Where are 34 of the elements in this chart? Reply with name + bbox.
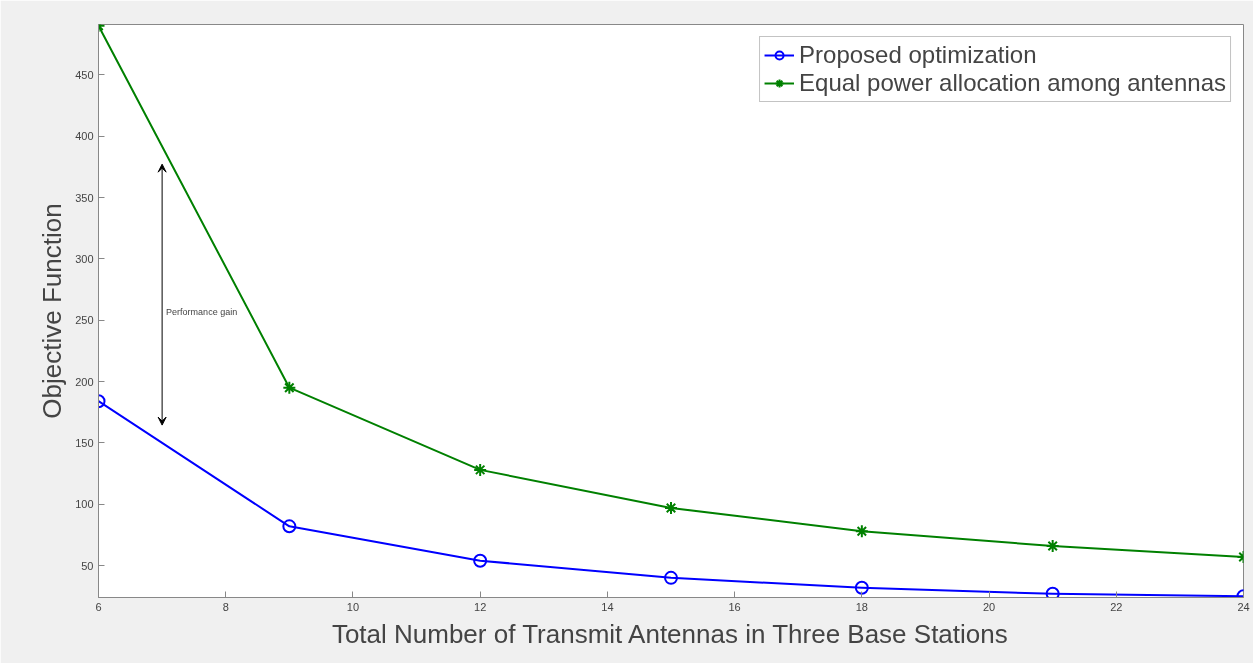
y-tick-label: 300 [75, 252, 94, 265]
x-tick-label: 6 [95, 600, 102, 613]
point [854, 524, 869, 539]
x-tick-label: 18 [855, 600, 868, 613]
x-tick-label: 24 [1237, 600, 1250, 613]
legend-label: Equal power allocation among antennas [799, 69, 1226, 97]
y-axis-title: Objective Function [37, 203, 68, 419]
x-tick-label: 16 [728, 600, 741, 613]
x-tick-label: 10 [346, 600, 360, 613]
point [282, 519, 297, 534]
point [664, 500, 678, 515]
x-tick-label: 20 [982, 600, 996, 613]
y-tick-label: 350 [75, 191, 94, 204]
point [473, 462, 488, 477]
y-tick-label: 150 [75, 436, 94, 449]
x-axis-title: Total Number of Transmit Antennas in Three Base Stations [331, 618, 1008, 649]
legend-label: Proposed optimization [799, 41, 1037, 69]
point [1045, 586, 1060, 598]
point [473, 553, 488, 568]
y-tick-label: 450 [75, 68, 94, 81]
y-tick-label: 400 [75, 130, 94, 143]
y-tick-label: 100 [75, 498, 94, 511]
x-tick-label: 22 [1110, 600, 1123, 613]
x-tick-label: 12 [474, 600, 487, 613]
x-tick-label: 8 [222, 600, 229, 613]
point [664, 570, 678, 585]
x-tick-label: 14 [601, 600, 614, 613]
point [854, 580, 869, 595]
y-tick-label: 200 [75, 375, 94, 388]
point [1045, 538, 1060, 553]
point [282, 380, 297, 395]
y-tick-label: 250 [75, 314, 94, 327]
annotation: Performance gain [166, 307, 238, 318]
y-tick-label: 50 [81, 559, 94, 572]
